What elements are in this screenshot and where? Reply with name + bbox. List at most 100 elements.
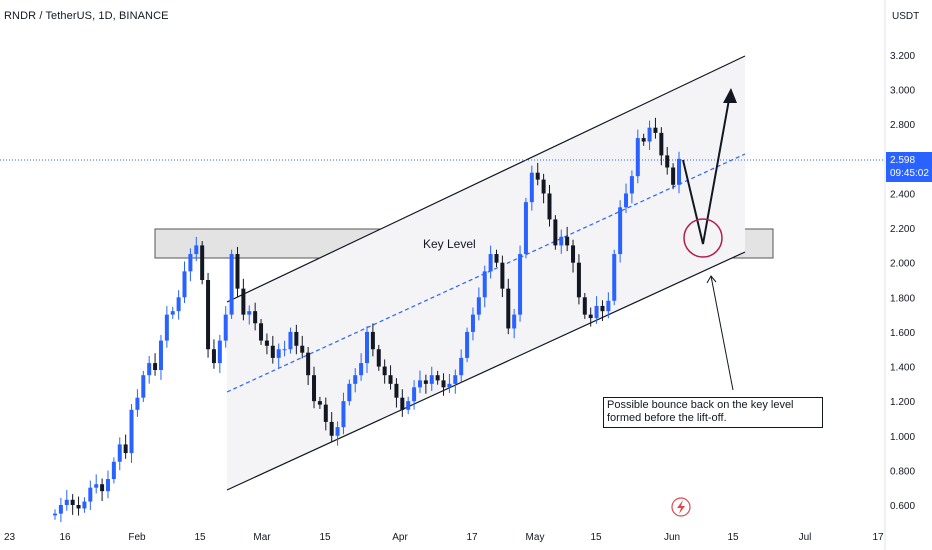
candle-down[interactable] <box>200 245 205 280</box>
candle-up[interactable] <box>417 380 422 388</box>
projection-path[interactable] <box>682 93 731 245</box>
candle-up[interactable] <box>58 505 63 514</box>
candle-down[interactable] <box>671 167 676 185</box>
candle-down[interactable] <box>382 366 387 376</box>
candle-up[interactable] <box>606 300 611 312</box>
candle-up[interactable] <box>629 176 634 194</box>
candle-up[interactable] <box>612 254 617 301</box>
candle-up[interactable] <box>158 340 163 370</box>
candle-up[interactable] <box>453 375 458 384</box>
channel-upper-line[interactable] <box>226 55 746 303</box>
candle-up[interactable] <box>82 501 87 509</box>
candle-up[interactable] <box>518 254 523 315</box>
candle-down[interactable] <box>153 363 158 370</box>
candle-down[interactable] <box>323 404 328 422</box>
candle-up[interactable] <box>276 349 281 358</box>
candle-up[interactable] <box>229 254 234 315</box>
candle-up[interactable] <box>176 297 181 312</box>
candle-up[interactable] <box>347 383 352 402</box>
candle-down[interactable] <box>70 499 75 505</box>
candle-up[interactable] <box>247 311 252 315</box>
candle-down[interactable] <box>565 236 570 246</box>
candle-down[interactable] <box>241 288 246 315</box>
candle-up[interactable] <box>359 363 364 376</box>
candle-up[interactable] <box>147 363 152 376</box>
candle-down[interactable] <box>659 132 664 156</box>
candle-down[interactable] <box>641 138 646 142</box>
candle-up[interactable] <box>282 349 287 351</box>
candle-down[interactable] <box>547 193 552 220</box>
candle-up[interactable] <box>523 202 528 255</box>
candle-down[interactable] <box>400 397 405 410</box>
candle-down[interactable] <box>100 484 105 492</box>
candle-up[interactable] <box>512 314 517 329</box>
candle-down[interactable] <box>235 254 240 289</box>
candle-down[interactable] <box>300 345 305 353</box>
candle-up[interactable] <box>635 138 640 177</box>
candle-down[interactable] <box>259 323 264 341</box>
candle-up[interactable] <box>429 375 434 384</box>
candle-up[interactable] <box>105 479 110 492</box>
candle-down[interactable] <box>571 245 576 263</box>
candle-up[interactable] <box>470 314 475 332</box>
candle-down[interactable] <box>253 311 258 324</box>
candle-up[interactable] <box>64 499 69 505</box>
candle-up[interactable] <box>406 401 411 410</box>
candle-down[interactable] <box>553 219 558 246</box>
candle-up[interactable] <box>94 484 99 488</box>
candle-down[interactable] <box>588 314 593 319</box>
candle-up[interactable] <box>217 340 222 364</box>
candle-down[interactable] <box>294 331 299 346</box>
candle-down[interactable] <box>270 345 275 358</box>
candle-down[interactable] <box>423 380 428 384</box>
candle-down[interactable] <box>317 401 322 405</box>
candle-up[interactable] <box>170 311 175 315</box>
candle-down[interactable] <box>441 380 446 388</box>
candle-up[interactable] <box>624 193 629 208</box>
candle-down[interactable] <box>665 155 670 168</box>
candle-down[interactable] <box>576 262 581 298</box>
bounce-circle[interactable] <box>683 218 723 258</box>
candle-down[interactable] <box>494 254 499 263</box>
candle-down[interactable] <box>306 352 311 376</box>
candle-up[interactable] <box>141 375 146 398</box>
candle-up[interactable] <box>182 271 187 298</box>
candle-up[interactable] <box>129 409 134 454</box>
candle-down[interactable] <box>376 349 381 367</box>
candle-up[interactable] <box>476 297 481 315</box>
candle-up[interactable] <box>335 427 340 436</box>
candle-up[interactable] <box>447 383 452 388</box>
candle-down[interactable] <box>76 505 81 509</box>
candle-up[interactable] <box>341 401 346 428</box>
candle-up[interactable] <box>111 461 116 480</box>
candle-up[interactable] <box>365 331 369 364</box>
candle-up[interactable] <box>488 254 493 272</box>
candle-down[interactable] <box>506 288 511 329</box>
candle-down[interactable] <box>206 280 211 350</box>
candle-up[interactable] <box>53 513 57 516</box>
candle-up[interactable] <box>677 158 681 185</box>
candle-down[interactable] <box>329 421 334 436</box>
candle-up[interactable] <box>559 236 564 246</box>
candle-up[interactable] <box>459 357 464 376</box>
candle-up[interactable] <box>618 207 623 255</box>
candle-down[interactable] <box>394 383 399 398</box>
candle-up[interactable] <box>482 271 487 298</box>
candle-down[interactable] <box>312 375 317 402</box>
candle-down[interactable] <box>264 340 269 346</box>
candle-down[interactable] <box>123 444 128 454</box>
candle-down[interactable] <box>582 297 587 315</box>
annotation-note[interactable]: Possible bounce back on the key level fo… <box>603 397 823 428</box>
candle-up[interactable] <box>194 245 199 255</box>
candle-down[interactable] <box>653 127 658 133</box>
candle-down[interactable] <box>388 375 393 384</box>
candle-up[interactable] <box>465 331 470 358</box>
candle-up[interactable] <box>223 314 228 341</box>
candle-up[interactable] <box>135 397 140 410</box>
candle-down[interactable] <box>211 349 216 364</box>
candle-down[interactable] <box>500 262 505 289</box>
time-axis[interactable]: 23 16 Feb 15 Mar 15 Apr 17 May 15 Jun 15 Jul 17 <box>4 532 884 543</box>
candle-up[interactable] <box>529 172 534 203</box>
